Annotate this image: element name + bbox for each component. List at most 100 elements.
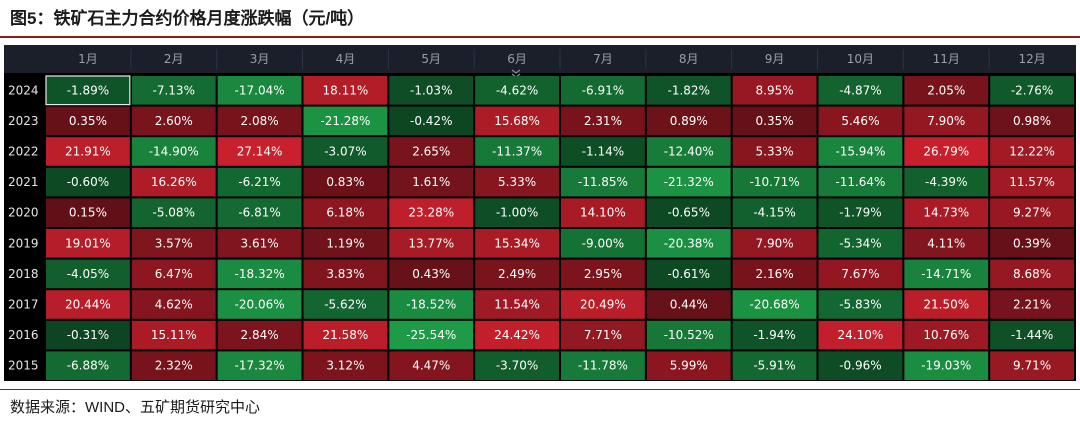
heatmap-cell[interactable] (561, 259, 645, 289)
heatmap-cell[interactable] (475, 229, 559, 258)
heatmap-cell[interactable] (646, 76, 731, 105)
heatmap-cell[interactable] (732, 290, 817, 319)
heatmap-cell[interactable] (217, 351, 302, 380)
heatmap-cell[interactable] (46, 351, 130, 380)
column-header[interactable]: 4月 (336, 52, 356, 66)
heatmap-cell[interactable] (561, 137, 645, 166)
heatmap-cell[interactable] (990, 76, 1074, 105)
heatmap-cell[interactable] (475, 351, 559, 380)
heatmap-cell[interactable] (131, 290, 216, 319)
heatmap-cell[interactable] (217, 137, 302, 166)
heatmap-cell[interactable] (475, 290, 559, 319)
column-header[interactable]: 1月 (78, 52, 98, 66)
heatmap-cell[interactable] (131, 137, 216, 166)
heatmap-cell[interactable] (303, 290, 388, 319)
heatmap-cell[interactable] (990, 259, 1074, 289)
column-header[interactable]: 6月 (507, 52, 527, 66)
heatmap-cell[interactable] (131, 259, 216, 289)
heatmap-cell[interactable] (389, 137, 474, 166)
heatmap-cell[interactable] (732, 259, 817, 289)
heatmap-cell[interactable] (990, 198, 1074, 227)
heatmap-cell[interactable] (818, 290, 903, 319)
heatmap-cell[interactable] (818, 106, 903, 136)
heatmap-cell[interactable] (990, 351, 1074, 380)
heatmap-cell[interactable] (732, 198, 817, 227)
heatmap-cell[interactable] (904, 351, 989, 380)
heatmap-cell[interactable] (990, 290, 1074, 319)
heatmap-cell[interactable] (475, 137, 559, 166)
heatmap-cell[interactable] (904, 290, 989, 319)
heatmap-cell[interactable] (46, 320, 130, 350)
heatmap-cell[interactable] (131, 351, 216, 380)
heatmap-cell[interactable] (46, 290, 130, 319)
heatmap-cell[interactable] (818, 351, 903, 380)
column-header[interactable]: 8月 (679, 52, 699, 66)
heatmap-cell[interactable] (904, 76, 989, 105)
heatmap-cell[interactable] (990, 320, 1074, 350)
column-header[interactable]: 11月 (933, 52, 960, 66)
heatmap-cell[interactable] (475, 106, 559, 136)
heatmap-cell[interactable] (561, 198, 645, 227)
heatmap-cell[interactable] (818, 198, 903, 227)
heatmap-cell[interactable] (646, 320, 731, 350)
heatmap-cell[interactable] (732, 229, 817, 258)
heatmap-cell[interactable] (990, 137, 1074, 166)
column-header[interactable]: 3月 (250, 52, 270, 66)
heatmap-cell[interactable] (46, 106, 130, 136)
heatmap-cell[interactable] (904, 229, 989, 258)
heatmap-cell[interactable] (990, 167, 1074, 197)
column-header[interactable]: 2月 (164, 52, 184, 66)
heatmap-cell[interactable] (389, 351, 474, 380)
heatmap-cell[interactable] (904, 320, 989, 350)
heatmap-cell[interactable] (646, 106, 731, 136)
heatmap-cell[interactable] (561, 229, 645, 258)
heatmap-cell[interactable] (389, 229, 474, 258)
heatmap-cell[interactable] (389, 106, 474, 136)
heatmap-cell[interactable] (389, 259, 474, 289)
heatmap-cell[interactable] (732, 320, 817, 350)
heatmap-cell[interactable] (818, 229, 903, 258)
heatmap-cell[interactable] (646, 198, 731, 227)
heatmap-cell[interactable] (818, 137, 903, 166)
heatmap-cell[interactable] (217, 167, 302, 197)
heatmap-cell[interactable] (217, 198, 302, 227)
heatmap-cell[interactable] (46, 137, 130, 166)
heatmap-cell[interactable] (904, 137, 989, 166)
heatmap-cell[interactable] (303, 76, 388, 105)
heatmap-cell[interactable] (303, 167, 388, 197)
heatmap-cell[interactable] (646, 167, 731, 197)
heatmap-cell[interactable] (131, 76, 216, 105)
heatmap-cell[interactable] (303, 259, 388, 289)
heatmap-cell[interactable] (303, 351, 388, 380)
heatmap-cell[interactable] (561, 167, 645, 197)
heatmap-cell[interactable] (561, 290, 645, 319)
heatmap-cell[interactable] (990, 106, 1074, 136)
heatmap-cell[interactable] (646, 259, 731, 289)
heatmap-cell[interactable] (646, 137, 731, 166)
heatmap-cell[interactable] (303, 137, 388, 166)
heatmap-cell[interactable] (389, 320, 474, 350)
heatmap-cell[interactable] (389, 290, 474, 319)
heatmap-cell[interactable] (131, 167, 216, 197)
heatmap-cell[interactable] (904, 167, 989, 197)
column-header[interactable]: 10月 (847, 52, 874, 66)
heatmap-cell[interactable] (389, 167, 474, 197)
heatmap-cell[interactable] (990, 229, 1074, 258)
heatmap-cell[interactable] (818, 259, 903, 289)
heatmap-cell[interactable] (732, 137, 817, 166)
heatmap-cell[interactable] (46, 259, 130, 289)
heatmap-cell[interactable] (303, 198, 388, 227)
heatmap-cell[interactable] (732, 351, 817, 380)
heatmap-cell[interactable] (732, 106, 817, 136)
column-header[interactable]: 7月 (593, 52, 613, 66)
column-header[interactable]: 9月 (765, 52, 785, 66)
heatmap-cell[interactable] (303, 229, 388, 258)
heatmap-cell[interactable] (475, 76, 559, 105)
heatmap-cell[interactable] (217, 76, 302, 105)
heatmap-cell[interactable] (561, 76, 645, 105)
heatmap-cell[interactable] (217, 229, 302, 258)
heatmap-cell[interactable] (561, 320, 645, 350)
heatmap-cell[interactable] (303, 320, 388, 350)
heatmap-cell[interactable] (732, 76, 817, 105)
heatmap-cell[interactable] (389, 76, 474, 105)
